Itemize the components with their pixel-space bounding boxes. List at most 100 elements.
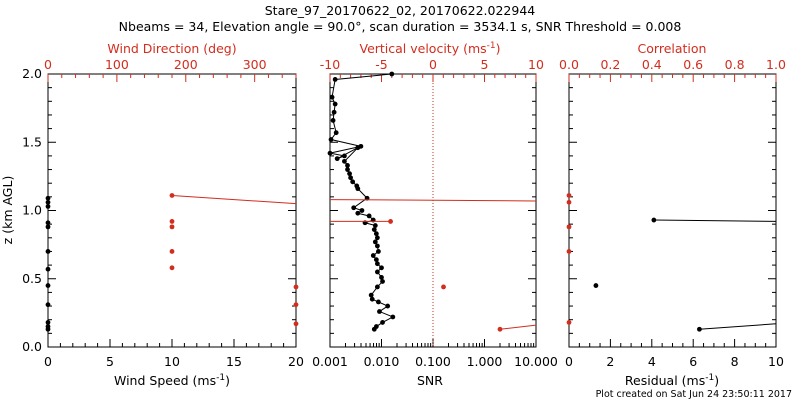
vertical-velocity-point xyxy=(374,284,380,290)
vertical-velocity-point xyxy=(332,101,338,107)
vertical-velocity-point xyxy=(373,231,379,237)
residual-point xyxy=(593,283,599,288)
wind-speed-point xyxy=(45,302,51,308)
vertical-velocity-point xyxy=(333,130,339,136)
vertical-velocity-point xyxy=(355,210,361,216)
wind-speed-point xyxy=(45,249,51,254)
vertical-velocity-point xyxy=(355,186,361,192)
panel-vertical: 0.001 0.010 0.100 1.000 10.000 -10 -5 0 5 10 xyxy=(312,57,558,369)
x-top-tick-label: 0 xyxy=(429,57,437,72)
correlation-point xyxy=(566,320,572,325)
vertical-velocity-point xyxy=(334,156,340,162)
x-top-tick-label: 10 xyxy=(528,57,544,72)
vertical-velocity-point xyxy=(389,71,395,77)
correlation-point xyxy=(566,224,572,230)
vertical-velocity-point xyxy=(351,205,357,211)
vertical-velocity-point xyxy=(371,326,377,332)
correlation-point xyxy=(566,249,572,254)
vertical-velocity-point xyxy=(370,253,376,258)
y-tick-label: 2.0 xyxy=(22,66,42,81)
vertical-velocity-point xyxy=(380,320,385,325)
snr-point xyxy=(388,219,393,224)
x-top-tick-label: 1.0 xyxy=(766,57,786,72)
vertical-velocity-point xyxy=(372,239,378,245)
wind-direction-point xyxy=(293,302,299,308)
snr-point xyxy=(441,284,446,290)
x-top-tick-label: 0 xyxy=(44,57,52,72)
x-bottom-tick-label: 0.010 xyxy=(364,354,400,369)
snr-segment xyxy=(499,324,537,330)
snr-axis-label: SNR xyxy=(417,373,443,388)
vertical-velocity-point xyxy=(331,109,337,115)
residual-point xyxy=(697,326,702,332)
x-bottom-tick-label: 6 xyxy=(689,354,697,369)
x-bottom-tick-label: 0.100 xyxy=(415,354,451,369)
vertical-velocity-point xyxy=(355,145,361,151)
wind-direction-point xyxy=(169,224,175,230)
vertical-velocity-point xyxy=(371,227,377,233)
wind-speed-point xyxy=(45,224,51,230)
vertical-velocity-point xyxy=(372,223,378,228)
title-line-1: Stare_97_20170622_02, 20170622.022944 xyxy=(265,3,536,18)
x-top-tick-label: -5 xyxy=(375,57,387,72)
vertical-velocity-point xyxy=(342,153,347,159)
vertical-velocity-point xyxy=(379,274,384,280)
vertical-velocity-point xyxy=(390,314,396,320)
panel-frame xyxy=(47,73,297,348)
x-bottom-tick-label: 10 xyxy=(164,354,180,369)
x-top-tick-label: -10 xyxy=(320,57,340,72)
vertical-velocity-axis-label: Vertical velocity (ms-1) xyxy=(359,41,500,56)
x-top-tick-label: 0.6 xyxy=(683,57,703,72)
plot-created-footer: Plot created on Sat Jun 24 23:50:11 2017 xyxy=(596,389,792,400)
x-bottom-tick-label: 10.000 xyxy=(514,354,558,369)
vertical-velocity-point xyxy=(376,299,381,305)
x-top-tick-label: 5 xyxy=(481,57,489,72)
wind-direction-axis-label: Wind Direction (deg) xyxy=(107,41,236,56)
x-bottom-tick-label: 8 xyxy=(731,354,739,369)
vertical-velocity-point xyxy=(377,309,382,314)
vertical-velocity-point xyxy=(359,208,365,213)
residual-segment xyxy=(653,219,777,222)
vertical-velocity-point xyxy=(347,171,352,177)
vertical-velocity-point xyxy=(374,269,380,275)
wind-speed-axis-label: Wind Speed (ms-1) xyxy=(114,373,230,388)
residual-point xyxy=(651,217,657,223)
x-bottom-tick-label: 0 xyxy=(44,354,52,369)
y-tick-label: 0.0 xyxy=(22,339,42,354)
vertical-velocity-point xyxy=(374,235,380,241)
residual-axis-label: Residual (ms-1) xyxy=(625,373,719,388)
vertical-velocity-line xyxy=(329,73,395,330)
x-top-tick-label: 100 xyxy=(105,57,129,72)
vertical-velocity-point xyxy=(345,167,350,172)
height-axis-label: z (km AGL) xyxy=(0,176,15,245)
vertical-velocity-point xyxy=(345,163,350,168)
vertical-velocity-point xyxy=(374,261,380,267)
wind-speed-point xyxy=(45,220,51,226)
x-bottom-tick-label: 15 xyxy=(226,354,242,369)
vertical-velocity-point xyxy=(369,296,375,302)
x-bottom-tick-label: 1.000 xyxy=(467,354,503,369)
wind-direction-point xyxy=(293,284,299,290)
correlation-point xyxy=(566,199,572,205)
vertical-velocity-point xyxy=(373,257,379,263)
vertical-velocity-point xyxy=(368,292,374,298)
wind-speed-point xyxy=(45,326,51,332)
vertical-velocity-point xyxy=(380,279,385,284)
x-bottom-tick-label: 0 xyxy=(565,354,573,369)
wind-direction-point xyxy=(169,265,175,271)
wind-speed-point xyxy=(45,204,51,209)
vertical-velocity-point xyxy=(327,150,333,156)
x-top-tick-label: 0.0 xyxy=(559,57,579,72)
x-bottom-tick-label: 20 xyxy=(288,354,304,369)
vertical-velocity-point xyxy=(385,303,391,309)
x-bottom-tick-label: 2 xyxy=(606,354,614,369)
vertical-velocity-point xyxy=(376,249,381,254)
panel-wind: 0.00.51.01.52.00 5 10 15 200 100 200 300 xyxy=(22,57,304,369)
vertical-velocity-point xyxy=(374,243,380,249)
panel-correlation: 0 2 4 6 8 10 0.0 0.2 0.4 0.6 0.8 1.0 xyxy=(559,57,786,369)
panel-frame xyxy=(568,73,777,348)
correlation-axis-label: Correlation xyxy=(638,41,707,56)
vertical-velocity-point xyxy=(366,213,372,219)
x-bottom-tick-label: 5 xyxy=(106,354,114,369)
